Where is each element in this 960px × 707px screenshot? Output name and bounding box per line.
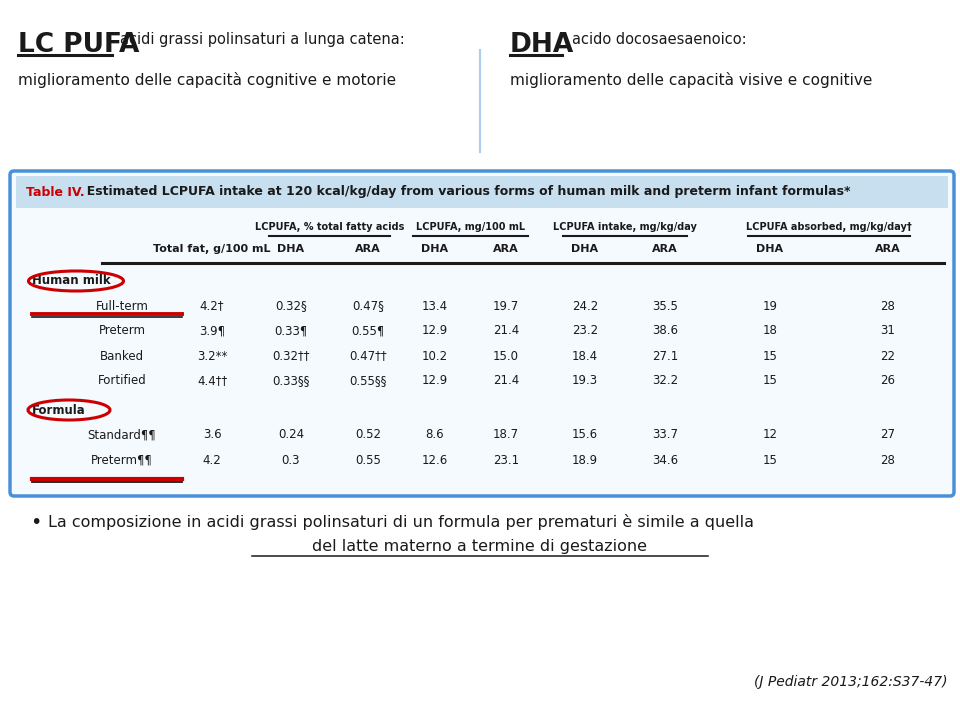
Text: 0.47§: 0.47§ — [352, 300, 384, 312]
FancyBboxPatch shape — [16, 176, 948, 208]
Text: ARA: ARA — [652, 244, 678, 254]
Text: 27.1: 27.1 — [652, 349, 678, 363]
Text: 26: 26 — [880, 375, 896, 387]
Text: DHA: DHA — [510, 32, 574, 58]
Text: La composizione in acidi grassi polinsaturi di un formula per prematuri è simile: La composizione in acidi grassi polinsat… — [48, 514, 754, 530]
Text: 12.9: 12.9 — [421, 375, 448, 387]
Text: 18: 18 — [762, 325, 778, 337]
Text: 4.2: 4.2 — [203, 453, 222, 467]
Text: 0.55¶: 0.55¶ — [351, 325, 385, 337]
Text: DHA: DHA — [421, 244, 448, 254]
Text: 35.5: 35.5 — [652, 300, 678, 312]
Text: 12: 12 — [762, 428, 778, 441]
Text: Table IV.: Table IV. — [26, 185, 84, 199]
Text: 13.4: 13.4 — [422, 300, 448, 312]
Text: LCPUFA absorbed, mg/kg/day†: LCPUFA absorbed, mg/kg/day† — [746, 222, 912, 232]
Text: 4.4††: 4.4†† — [197, 375, 228, 387]
Text: DHA: DHA — [277, 244, 304, 254]
Text: LCPUFA, % total fatty acids: LCPUFA, % total fatty acids — [254, 222, 404, 232]
Text: DHA: DHA — [571, 244, 599, 254]
Text: ARA: ARA — [355, 244, 381, 254]
Text: 28: 28 — [880, 453, 896, 467]
Text: DHA: DHA — [756, 244, 783, 254]
Text: 0.52: 0.52 — [355, 428, 381, 441]
Text: 32.2: 32.2 — [652, 375, 678, 387]
Text: 0.32††: 0.32†† — [273, 349, 310, 363]
Text: ARA: ARA — [876, 244, 900, 254]
Text: 19.3: 19.3 — [572, 375, 598, 387]
Text: del latte materno a termine di gestazione: del latte materno a termine di gestazion… — [313, 539, 647, 554]
Text: 3.6: 3.6 — [203, 428, 222, 441]
Text: 0.33¶: 0.33¶ — [275, 325, 307, 337]
Text: 0.47††: 0.47†† — [349, 349, 387, 363]
Text: 22: 22 — [880, 349, 896, 363]
Text: 34.6: 34.6 — [652, 453, 678, 467]
Text: 27: 27 — [880, 428, 896, 441]
Text: LCPUFA intake, mg/kg/day: LCPUFA intake, mg/kg/day — [553, 222, 697, 232]
Text: 19: 19 — [762, 300, 778, 312]
Text: 0.55: 0.55 — [355, 453, 381, 467]
Text: 18.9: 18.9 — [572, 453, 598, 467]
Text: miglioramento delle capacità cognitive e motorie: miglioramento delle capacità cognitive e… — [18, 72, 396, 88]
Text: Formula: Formula — [32, 404, 85, 416]
Text: Human milk: Human milk — [32, 274, 110, 288]
Text: acidi grassi polinsaturi a lunga catena:: acidi grassi polinsaturi a lunga catena: — [120, 32, 405, 47]
Text: Preterm: Preterm — [99, 325, 146, 337]
Text: (J Pediatr 2013;162:S37-47): (J Pediatr 2013;162:S37-47) — [755, 675, 948, 689]
Text: 19.7: 19.7 — [492, 300, 519, 312]
Text: ARA: ARA — [493, 244, 518, 254]
Text: 4.2†: 4.2† — [200, 300, 225, 312]
FancyBboxPatch shape — [10, 171, 954, 496]
Text: Standard¶¶: Standard¶¶ — [87, 428, 156, 441]
Text: 15: 15 — [762, 349, 778, 363]
Text: 24.2: 24.2 — [572, 300, 598, 312]
Text: 38.6: 38.6 — [652, 325, 678, 337]
Text: 23.1: 23.1 — [492, 453, 519, 467]
Text: 31: 31 — [880, 325, 896, 337]
Text: 3.9¶: 3.9¶ — [199, 325, 225, 337]
Text: 3.2**: 3.2** — [197, 349, 228, 363]
Text: 12.6: 12.6 — [421, 453, 448, 467]
Text: 10.2: 10.2 — [422, 349, 448, 363]
Text: 15.0: 15.0 — [493, 349, 519, 363]
Text: 0.3: 0.3 — [281, 453, 300, 467]
Text: 21.4: 21.4 — [492, 325, 519, 337]
Text: Fortified: Fortified — [98, 375, 146, 387]
Text: 15: 15 — [762, 453, 778, 467]
Text: 33.7: 33.7 — [652, 428, 678, 441]
Text: Banked: Banked — [100, 349, 144, 363]
Text: LC PUFA: LC PUFA — [18, 32, 139, 58]
Text: 28: 28 — [880, 300, 896, 312]
Text: 15.6: 15.6 — [572, 428, 598, 441]
Text: 0.55§§: 0.55§§ — [349, 375, 387, 387]
Text: 12.9: 12.9 — [421, 325, 448, 337]
Text: 18.7: 18.7 — [492, 428, 519, 441]
Text: Total fat, g/100 mL: Total fat, g/100 mL — [154, 244, 271, 254]
Text: 23.2: 23.2 — [572, 325, 598, 337]
Text: 8.6: 8.6 — [425, 428, 444, 441]
Text: 18.4: 18.4 — [572, 349, 598, 363]
Text: 0.24: 0.24 — [278, 428, 304, 441]
Text: acido docosaesaenoico:: acido docosaesaenoico: — [572, 32, 747, 47]
Text: 0.32§: 0.32§ — [276, 300, 307, 312]
Text: LCPUFA, mg/100 mL: LCPUFA, mg/100 mL — [416, 222, 525, 232]
Text: Full-term: Full-term — [96, 300, 149, 312]
Text: •: • — [30, 513, 41, 532]
Text: miglioramento delle capacità visive e cognitive: miglioramento delle capacità visive e co… — [510, 72, 873, 88]
Text: 21.4: 21.4 — [492, 375, 519, 387]
Text: Estimated LCPUFA intake at 120 kcal/kg/day from various forms of human milk and : Estimated LCPUFA intake at 120 kcal/kg/d… — [78, 185, 851, 199]
Text: 15: 15 — [762, 375, 778, 387]
Text: 0.33§§: 0.33§§ — [273, 375, 310, 387]
Text: Preterm¶¶: Preterm¶¶ — [91, 453, 153, 467]
